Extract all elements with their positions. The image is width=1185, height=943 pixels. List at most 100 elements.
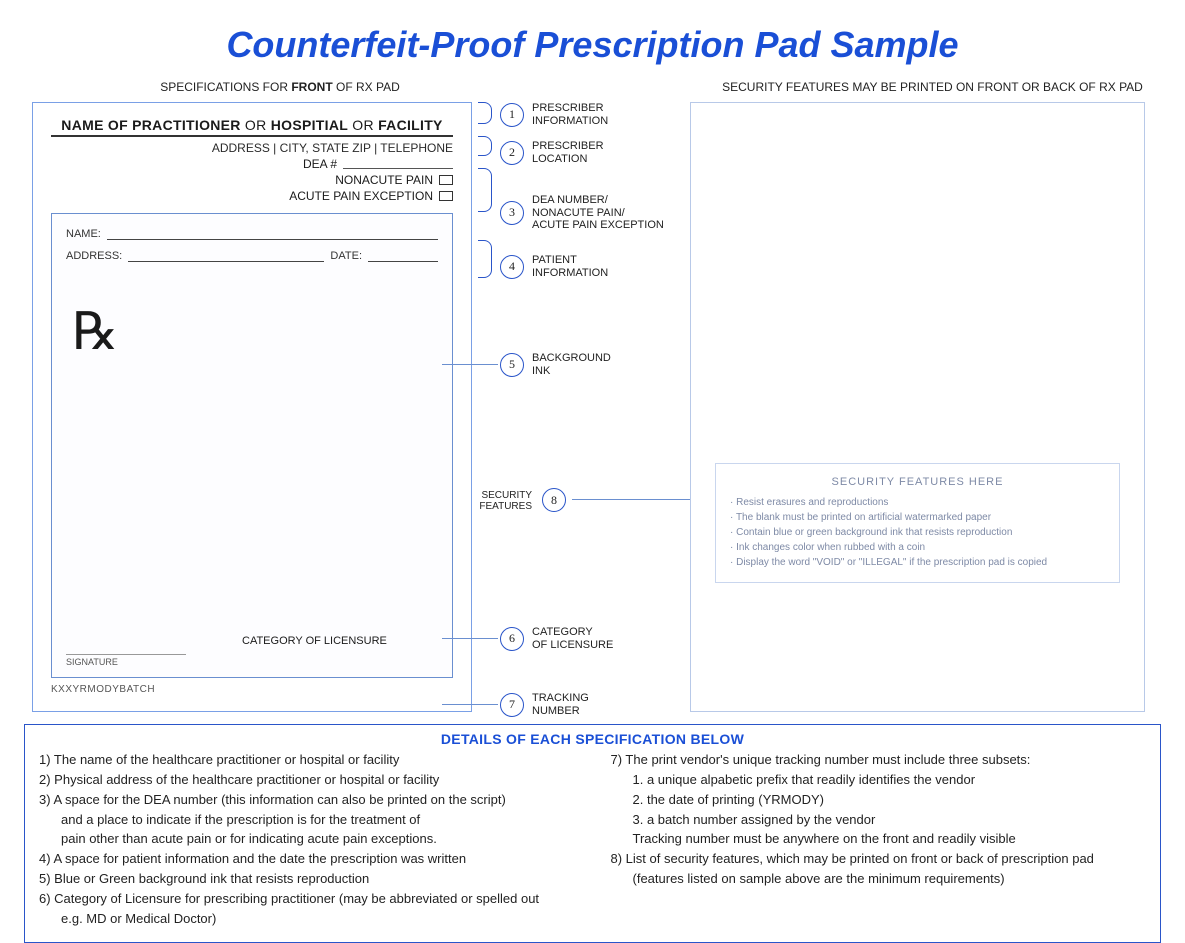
details-item: 2. the date of printing (YRMODY) [611,791,1147,810]
details-item: 8) List of security features, which may … [611,850,1147,869]
sub-left-bold: FRONT [291,80,332,94]
sub-left-pre: SPECIFICATIONS FOR [160,80,291,94]
category-row: CATEGORY OF LICENSURE [66,635,438,647]
address-underline [128,252,324,262]
details-col-right: 7) The print vendor's unique tracking nu… [611,751,1147,930]
callout-3: 3 DEA NUMBER/ NONACUTE PAIN/ ACUTE PAIN E… [500,194,664,232]
rx-symbol: ℞ [72,302,438,362]
callout-label-5: BACKGROUND INK [532,352,611,377]
pract-or1: OR [241,117,271,133]
leader-5 [442,364,498,365]
security-line: Ink changes color when rubbed with a coi… [730,540,1105,555]
callout-label-1: PRESCRIBER INFORMATION [532,102,608,127]
callout-num-6: 6 [500,627,524,651]
details-item: 1) The name of the healthcare practition… [39,751,575,770]
details-item: 3) A space for the DEA number (this info… [39,791,575,810]
dea-label: DEA # [303,157,337,171]
name-underline [107,230,438,240]
practitioner-line: NAME OF PRACTITIONER OR HOSPITIAL OR FAC… [51,117,453,137]
dea-underline [343,159,453,169]
callout-num-1: 1 [500,103,524,127]
details-item: 7) The print vendor's unique tracking nu… [611,751,1147,770]
bracket-2 [478,136,492,156]
details-columns: 1) The name of the healthcare practition… [39,751,1146,930]
details-item: Tracking number must be anywhere on the … [611,830,1147,849]
callout-num-2: 2 [500,141,524,165]
callout-label-7: TRACKING NUMBER [532,692,589,717]
callout-num-3: 3 [500,201,524,225]
subtitle-left: SPECIFICATIONS FOR FRONT OF RX PAD [30,80,530,94]
callout-label-2: PRESCRIBER LOCATION [532,140,604,165]
pract-or2: OR [348,117,378,133]
security-features-label: SECURITY FEATURES [462,490,532,512]
nonacute-row: NONACUTE PAIN [51,173,453,187]
content-row: NAME OF PRACTITIONER OR HOSPITIAL OR FAC… [0,94,1185,712]
callout-6: 6 CATEGORY OF LICENSURE [500,626,613,651]
details-box: DETAILS OF EACH SPECIFICATION BELOW 1) T… [24,724,1161,943]
details-item: pain other than acute pain or for indica… [39,830,575,849]
details-item: 3. a batch number assigned by the vendor [611,811,1147,830]
details-item: and a place to indicate if the prescript… [39,811,575,830]
leader-8 [572,499,692,500]
pract-b: HOSPITIAL [271,117,348,133]
rx-body: NAME: ADDRESS: DATE: ℞ CATEGORY OF LICEN… [51,213,453,678]
callout-1: 1 PRESCRIBER INFORMATION [500,102,608,127]
name-field-row: NAME: [66,228,438,240]
category-label: CATEGORY OF LICENSURE [242,635,387,647]
callout-4: 4 PATIENT INFORMATION [500,254,608,279]
details-item: 2) Physical address of the healthcare pr… [39,771,575,790]
page-title: Counterfeit-Proof Prescription Pad Sampl… [0,0,1185,80]
security-line: Resist erasures and reproductions [730,495,1105,510]
callout-5: 5 BACKGROUND INK [500,352,611,377]
callout-num-5: 5 [500,353,524,377]
rx-pad-back: SECURITY FEATURES HERE Resist erasures a… [690,102,1145,712]
pract-a: NAME OF PRACTITIONER [61,117,240,133]
acute-checkbox [439,191,453,201]
callout-num-7: 7 [500,693,524,717]
details-item: 6) Category of Licensure for prescribing… [39,890,575,909]
acute-label: ACUTE PAIN EXCEPTION [289,189,433,203]
security-box-title: SECURITY FEATURES HERE [730,474,1105,491]
details-item: 1. a unique alpabetic prefix that readil… [611,771,1147,790]
callout-label-6: CATEGORY OF LICENSURE [532,626,613,651]
date-underline [368,252,438,262]
callout-label-3: DEA NUMBER/ NONACUTE PAIN/ ACUTE PAIN EX… [532,194,664,232]
details-item: 4) A space for patient information and t… [39,850,575,869]
details-item: 5) Blue or Green background ink that res… [39,870,575,889]
callout-label-4: PATIENT INFORMATION [532,254,608,279]
callout-column: SECURITY FEATURES 8 1PRESCRIBER INFORMAT… [472,102,682,712]
security-line: Display the word "VOID" or "ILLEGAL" if … [730,555,1105,570]
pract-c: FACILITY [378,117,443,133]
tracking-code: KXXYRMODYBATCH [51,684,453,695]
security-features-box: SECURITY FEATURES HERE Resist erasures a… [715,463,1120,583]
subtitle-row: SPECIFICATIONS FOR FRONT OF RX PAD SECUR… [0,80,1185,94]
dea-row: DEA # [51,157,453,171]
callout-2: 2 PRESCRIBER LOCATION [500,140,604,165]
callout-8: 8 [542,488,566,512]
callout-7: 7 TRACKING NUMBER [500,692,589,717]
bracket-1 [478,102,492,124]
details-item: (features listed on sample above are the… [611,870,1147,889]
details-title: DETAILS OF EACH SPECIFICATION BELOW [39,731,1146,747]
address-field-label: ADDRESS: [66,250,122,262]
rx-pad-front: NAME OF PRACTITIONER OR HOSPITIAL OR FAC… [32,102,472,712]
callout-num-4: 4 [500,255,524,279]
subtitle-right: SECURITY FEATURES MAY BE PRINTED ON FRON… [680,80,1185,94]
nonacute-label: NONACUTE PAIN [335,173,433,187]
details-col-left: 1) The name of the healthcare practition… [39,751,575,930]
bracket-3 [478,168,492,212]
callout-num-8: 8 [542,488,566,512]
security-line: The blank must be printed on artificial … [730,510,1105,525]
name-label: NAME: [66,228,101,240]
date-label: DATE: [330,250,362,262]
details-item: e.g. MD or Medical Doctor) [39,910,575,929]
address-field-row: ADDRESS: DATE: [66,250,438,262]
signature-label: SIGNATURE [66,654,186,667]
security-line: Contain blue or green background ink tha… [730,525,1105,540]
acute-row: ACUTE PAIN EXCEPTION [51,189,453,203]
address-line: ADDRESS | CITY, STATE ZIP | TELEPHONE [51,141,453,155]
bracket-4 [478,240,492,278]
sub-left-post: OF RX PAD [333,80,400,94]
leader-7 [442,704,498,705]
leader-6 [442,638,498,639]
